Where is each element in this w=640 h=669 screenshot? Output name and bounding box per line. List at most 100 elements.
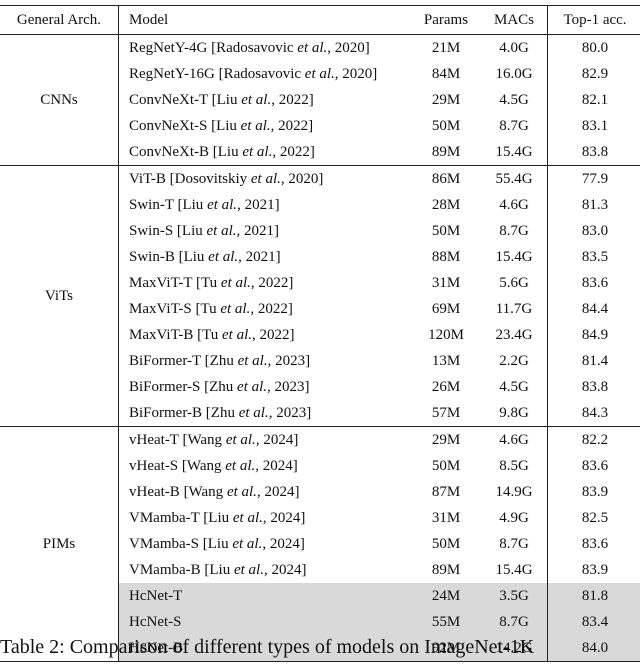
model-cell: vHeat-T [Wang et al., 2024] xyxy=(118,426,411,453)
value-cell: 14.9G xyxy=(495,483,533,500)
value-cell: 69M xyxy=(431,300,461,317)
results-table: General Arch. Model Params MACs Top-1 acc. C… xyxy=(0,5,640,662)
value-cell: 50M xyxy=(431,535,461,552)
value-cell: 21M xyxy=(431,39,461,56)
value-cell: 50M xyxy=(431,457,461,474)
value-cell: 28M xyxy=(431,196,461,213)
model-cell: BiFormer-B [Zhu et al., 2023] xyxy=(129,404,312,421)
value-cell: 5.6G xyxy=(499,274,529,291)
value-cell: 50M xyxy=(431,117,461,134)
table-row: ViTs ViT-B [Dosovitskiy et al., 2020] 86M 5… xyxy=(0,165,640,427)
table-row: MaxViT-T [Tu et al., 2022] 31M 5.6G 83.6 xyxy=(0,270,640,296)
value-cell: 84.0 xyxy=(547,635,640,662)
value-cell: 15.4G xyxy=(495,561,533,578)
model-cell: vHeat-B [Wang et al., 2024] xyxy=(129,483,300,500)
value-cell: 83.8 xyxy=(547,139,640,166)
model-cell: RegNetY-16G [Radosavovic et al., 2020] xyxy=(129,65,378,82)
value-cell: 50M xyxy=(431,222,461,239)
value-cell: 83.6 xyxy=(547,531,640,557)
model-cell: VMamba-B [Liu et al., 2024] xyxy=(129,561,307,578)
model-cell: vHeat-S [Wang et al., 2024] xyxy=(129,457,298,474)
value-cell: 84M xyxy=(431,65,461,82)
value-cell: 4.6G xyxy=(481,426,548,453)
table-row: Swin-S [Liu et al., 2021] 50M 8.7G 83.0 xyxy=(0,218,640,244)
value-cell: 26M xyxy=(431,378,461,395)
table-row: ConvNeXt-T [Liu et al., 2022] 29M 4.5G 82.1 xyxy=(0,87,640,113)
value-cell: 83.0 xyxy=(547,218,640,244)
table-row: PIMs vHeat-T [Wang et al., 2024] 29M 4.6G 82… xyxy=(0,426,640,662)
table-row: RegNetY-16G [Radosavovic et al., 2020] 84… xyxy=(0,61,640,87)
model-cell: RegNetY-4G [Radosavovic et al., 2020] xyxy=(129,39,370,56)
value-cell: 81.3 xyxy=(547,192,640,218)
table-row: BiFormer-S [Zhu et al., 2023] 26M 4.5G 83.8 xyxy=(0,374,640,400)
model-cell: ViT-B [Dosovitskiy et al., 2020] xyxy=(118,165,411,192)
table-row: HcNet-S 55M 8.7G 83.4 xyxy=(0,609,640,635)
header-cell: Model xyxy=(118,5,411,35)
header-row: General Arch. Model Params MACs Top-1 acc. xyxy=(0,5,640,35)
value-cell: 83.1 xyxy=(547,113,640,139)
value-cell: 82.1 xyxy=(547,87,640,113)
value-cell: 88M xyxy=(431,248,461,265)
value-cell: 14.2G xyxy=(481,635,548,662)
value-cell: 89M xyxy=(431,561,461,578)
table-row: BiFormer-T [Zhu et al., 2023] 13M 2.2G 81.4 xyxy=(0,348,640,374)
model-cell: Swin-S [Liu et al., 2021] xyxy=(129,222,280,239)
value-cell: 82.5 xyxy=(547,505,640,531)
model-cell: Swin-T [Liu et al., 2021] xyxy=(129,196,280,213)
value-cell: 89M xyxy=(431,143,461,160)
value-cell: 84.9 xyxy=(547,322,640,348)
model-cell: ConvNeXt-B [Liu et al., 2022] xyxy=(129,143,315,160)
value-cell: 83.6 xyxy=(547,270,640,296)
model-cell: HcNet-B xyxy=(118,635,411,662)
model-cell: Swin-B [Liu et al., 2021] xyxy=(129,248,281,265)
table-row: Swin-B [Liu et al., 2021] 88M 15.4G 83.5 xyxy=(0,244,640,270)
header-cell: MACs xyxy=(481,5,548,35)
table-row: MaxViT-B [Tu et al., 2022] 120M 23.4G 84.9 xyxy=(0,322,640,348)
value-cell: 23.4G xyxy=(495,326,533,343)
value-cell: 84.3 xyxy=(547,400,640,427)
value-cell: 87M xyxy=(431,483,461,500)
header-cell: General Arch. xyxy=(0,5,119,35)
arch-cell: CNNs xyxy=(0,34,119,166)
value-cell: 8.7G xyxy=(481,609,548,635)
model-cell: ConvNeXt-T [Liu et al., 2022] xyxy=(129,91,314,108)
value-cell: 4.5G xyxy=(499,91,529,108)
value-cell: 4.6G xyxy=(499,196,529,213)
table-row: vHeat-S [Wang et al., 2024] 50M 8.5G 83.6 xyxy=(0,453,640,479)
arch-cell: ViTs xyxy=(0,165,119,427)
value-cell: 81.4 xyxy=(547,348,640,374)
value-cell: 15.4G xyxy=(495,143,533,160)
model-cell: HcNet-T xyxy=(118,583,411,609)
table-row: MaxViT-S [Tu et al., 2022] 69M 11.7G 84.4 xyxy=(0,296,640,322)
value-cell: 83.6 xyxy=(547,453,640,479)
value-cell: 86M xyxy=(411,165,481,192)
table-row: vHeat-B [Wang et al., 2024] 87M 14.9G 83.9 xyxy=(0,479,640,505)
table-row: HcNet-B 92M 14.2G 84.0 xyxy=(0,635,640,662)
table-row: Swin-T [Liu et al., 2021] 28M 4.6G 81.3 xyxy=(0,192,640,218)
table-row: HcNet-T 24M 3.5G 81.8 xyxy=(0,583,640,609)
value-cell: 16.0G xyxy=(495,65,533,82)
value-cell: 81.8 xyxy=(547,583,640,609)
table-row: ConvNeXt-S [Liu et al., 2022] 50M 8.7G 83.1 xyxy=(0,113,640,139)
value-cell: 82.2 xyxy=(547,426,640,453)
value-cell: 4.9G xyxy=(499,509,529,526)
value-cell: 29M xyxy=(431,91,461,108)
value-cell: 92M xyxy=(411,635,481,662)
value-cell: 84.4 xyxy=(547,296,640,322)
table-row: VMamba-T [Liu et al., 2024] 31M 4.9G 82.5 xyxy=(0,505,640,531)
value-cell: 83.9 xyxy=(547,557,640,583)
value-cell: 4.5G xyxy=(499,378,529,395)
value-cell: 29M xyxy=(411,426,481,453)
value-cell: 55M xyxy=(411,609,481,635)
value-cell: 15.4G xyxy=(495,248,533,265)
value-cell: 8.5G xyxy=(499,457,529,474)
arch-cell: PIMs xyxy=(0,426,119,662)
value-cell: 120M xyxy=(428,326,464,343)
table-row: VMamba-S [Liu et al., 2024] 50M 8.7G 83.6 xyxy=(0,531,640,557)
model-cell: MaxViT-T [Tu et al., 2022] xyxy=(129,274,294,291)
caption: Table 2: Comparison of different types o… xyxy=(0,636,535,658)
value-cell: 82.9 xyxy=(547,61,640,87)
value-cell: 2.2G xyxy=(499,352,529,369)
